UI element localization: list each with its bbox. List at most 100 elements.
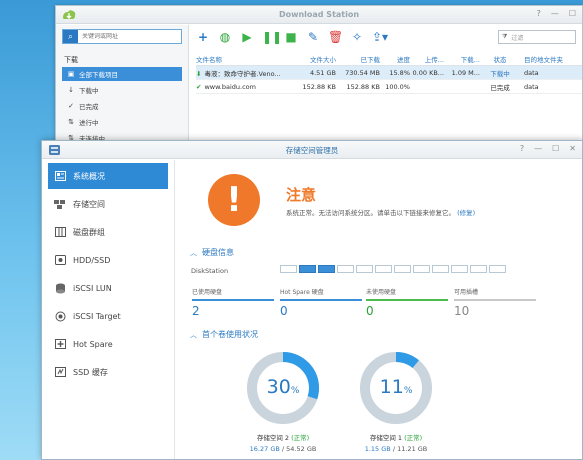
table-header-row: 文件名称 文件大小 已下载 进度 上传... 下载... 状态 目的地文件夹 (196, 52, 582, 66)
volume-used: 16.27 GB (249, 445, 280, 453)
help-icon[interactable]: ? (536, 9, 541, 18)
cell: 0.00 KB... (412, 68, 444, 77)
column-header[interactable]: 上传... (424, 55, 444, 64)
sm-nav-ssd-cache[interactable]: SSD 缓存 (48, 359, 168, 385)
column-header[interactable]: 文件名称 (196, 55, 222, 64)
disk-slot[interactable] (337, 265, 354, 273)
ds-nav-inactive[interactable]: ⇅ 未连接中 (62, 131, 182, 145)
volume-status: (正常) (291, 434, 310, 442)
chevron-up-icon: ︿ (190, 330, 197, 339)
sm-nav-storage[interactable]: 存储空间 (48, 191, 168, 217)
maximize-icon[interactable]: ☐ (568, 9, 576, 18)
download-filter-box[interactable]: ⧩ 过滤 (498, 30, 576, 44)
volume-status: (正常) (404, 434, 423, 442)
available-slots-stat: 可用插槽 10 (454, 287, 536, 318)
search-icon[interactable]: ⌕ (63, 30, 78, 43)
disk-group-icon (54, 227, 66, 238)
ds-nav-completed[interactable]: ✓ 已完成 (62, 99, 182, 113)
download-search-input[interactable] (78, 33, 178, 40)
ssd-cache-icon (54, 367, 66, 378)
volume-usage-heading: 首个卷使用状况 (202, 330, 258, 339)
download-station-logo-icon (63, 10, 76, 19)
column-header[interactable]: 目的地文件夹 (524, 55, 563, 64)
minimize-icon[interactable]: — (550, 9, 559, 18)
download-table: 文件名称 文件大小 已下载 进度 上传... 下载... 状态 目的地文件夹 ⬇… (196, 52, 582, 94)
status-cell: 下载中 (490, 69, 510, 78)
sm-nav-label: 存储空间 (73, 199, 105, 209)
edit-icon[interactable]: ✎ (307, 30, 319, 44)
help-icon[interactable]: ? (519, 144, 525, 153)
disk-slot[interactable] (394, 265, 411, 273)
disk-slot[interactable] (451, 265, 468, 273)
column-header[interactable]: 文件大小 (310, 55, 336, 64)
sm-nav-hdd-ssd[interactable]: HDD/SSD (48, 247, 168, 273)
share-icon[interactable]: ⇪▾ (372, 30, 389, 44)
maximize-icon[interactable]: ☐ (552, 144, 560, 153)
sm-nav-label: SSD 缓存 (73, 367, 108, 377)
disk-slot[interactable] (280, 265, 297, 273)
volume-usage-donut (247, 352, 319, 424)
storage-manager-window[interactable]: 存储空间管理员 ? — ☐ ✕ 系统概况 存储空间 磁盘群组 HDD/SSD i… (41, 140, 583, 460)
transfer-icon: ⇅ (68, 118, 74, 126)
disk-slot[interactable] (489, 265, 506, 273)
hot-spare-icon (54, 339, 66, 350)
volume-usage-card[interactable]: 30% 存储空间 2 (正常) 16.27 GB / 54.52 GB (223, 350, 343, 453)
sm-nav-hot-spare[interactable]: Hot Spare (48, 331, 168, 357)
sm-nav-overview[interactable]: 系统概况 (48, 163, 168, 189)
cell: data (524, 68, 539, 77)
storage-manager-sidebar: 系统概况 存储空间 磁盘群组 HDD/SSD iSCSI LUN iSCSI T… (42, 160, 175, 459)
add-icon[interactable]: + (197, 30, 209, 44)
disk-slot[interactable] (299, 265, 316, 273)
percent-value: 30 (266, 376, 291, 398)
disk-slot[interactable] (356, 265, 373, 273)
volume-usage-section-header[interactable]: ︿ 首个卷使用状况 (190, 329, 258, 340)
stat-label: Hot Spare 硬盘 (280, 287, 362, 301)
iscsi-lun-icon (54, 283, 66, 294)
storage-manager-titlebar[interactable]: 存储空间管理员 ? — ☐ ✕ (42, 141, 582, 159)
disk-slot[interactable] (432, 265, 449, 273)
sm-nav-iscsi-target[interactable]: iSCSI Target (48, 303, 168, 329)
clear-icon[interactable]: ✧ (351, 30, 363, 44)
pause-icon[interactable]: ❚❚ (262, 30, 283, 44)
ds-nav-all-downloads[interactable]: ▣ 全部下载项目 (62, 67, 182, 81)
ds-nav-downloading[interactable]: ↓ 下载中 (62, 83, 182, 97)
repair-link[interactable]: (修复) (457, 209, 476, 217)
minimize-icon[interactable]: — (534, 144, 543, 153)
play-icon[interactable]: ▶ (242, 30, 252, 44)
download-station-titlebar[interactable]: Download Station ? — ☐ (56, 6, 582, 24)
table-row[interactable]: ✔ www.baidu.com 152.88 KB 152.88 KB 100.0… (196, 80, 582, 94)
sm-nav-label: 系统概况 (73, 171, 105, 181)
storage-icon (54, 199, 66, 210)
ds-nav-active[interactable]: ⇅ 进行中 (62, 115, 182, 129)
download-station-window[interactable]: Download Station ? — ☐ ⌕ 下载 ▣ 全部下载项目 ↓ 下… (55, 5, 583, 145)
delete-icon[interactable]: 🗑 (328, 30, 344, 44)
overview-icon (54, 171, 66, 182)
arrow-down-icon: ↓ (68, 86, 74, 94)
chevron-up-icon: ︿ (190, 248, 197, 257)
disk-info-section-header[interactable]: ︿ 硬盘信息 (190, 247, 234, 258)
percent-value: 11 (379, 376, 404, 398)
column-header[interactable]: 进度 (397, 55, 410, 64)
globe-icon[interactable]: ◍ (219, 30, 231, 44)
column-header[interactable]: 状态 (493, 55, 507, 64)
stop-icon[interactable]: ■ (285, 30, 297, 44)
column-header[interactable]: 已下载 (360, 55, 381, 64)
transfer-icon: ⇅ (68, 134, 74, 142)
sm-nav-iscsi-lun[interactable]: iSCSI LUN (48, 275, 168, 301)
alert-message-text: 系统正常。无法访问系统分区。请单击以下链接来修复它。 (286, 209, 455, 217)
volume-total: / 11.21 GB (392, 445, 428, 453)
disk-slot[interactable] (470, 265, 487, 273)
disk-slot[interactable] (318, 265, 335, 273)
download-search-box[interactable]: ⌕ (62, 29, 182, 44)
stat-label: 可用插槽 (454, 287, 536, 301)
cell: 730.54 MB (345, 68, 380, 77)
hot-spare-disks-stat: Hot Spare 硬盘 0 (280, 287, 362, 318)
close-icon[interactable]: ✕ (569, 144, 576, 153)
warning-icon: ! (208, 174, 260, 226)
column-header[interactable]: 下载... (460, 55, 480, 64)
volume-usage-card[interactable]: 11% 存储空间 1 (正常) 1.15 GB / 11.21 GB (336, 350, 456, 453)
disk-slot[interactable] (413, 265, 430, 273)
sm-nav-disk-group[interactable]: 磁盘群组 (48, 219, 168, 245)
table-row[interactable]: ⬇ 毒液：致命守护者.Veno... 4.51 GB 730.54 MB 15.8… (196, 66, 582, 80)
disk-slot[interactable] (375, 265, 392, 273)
